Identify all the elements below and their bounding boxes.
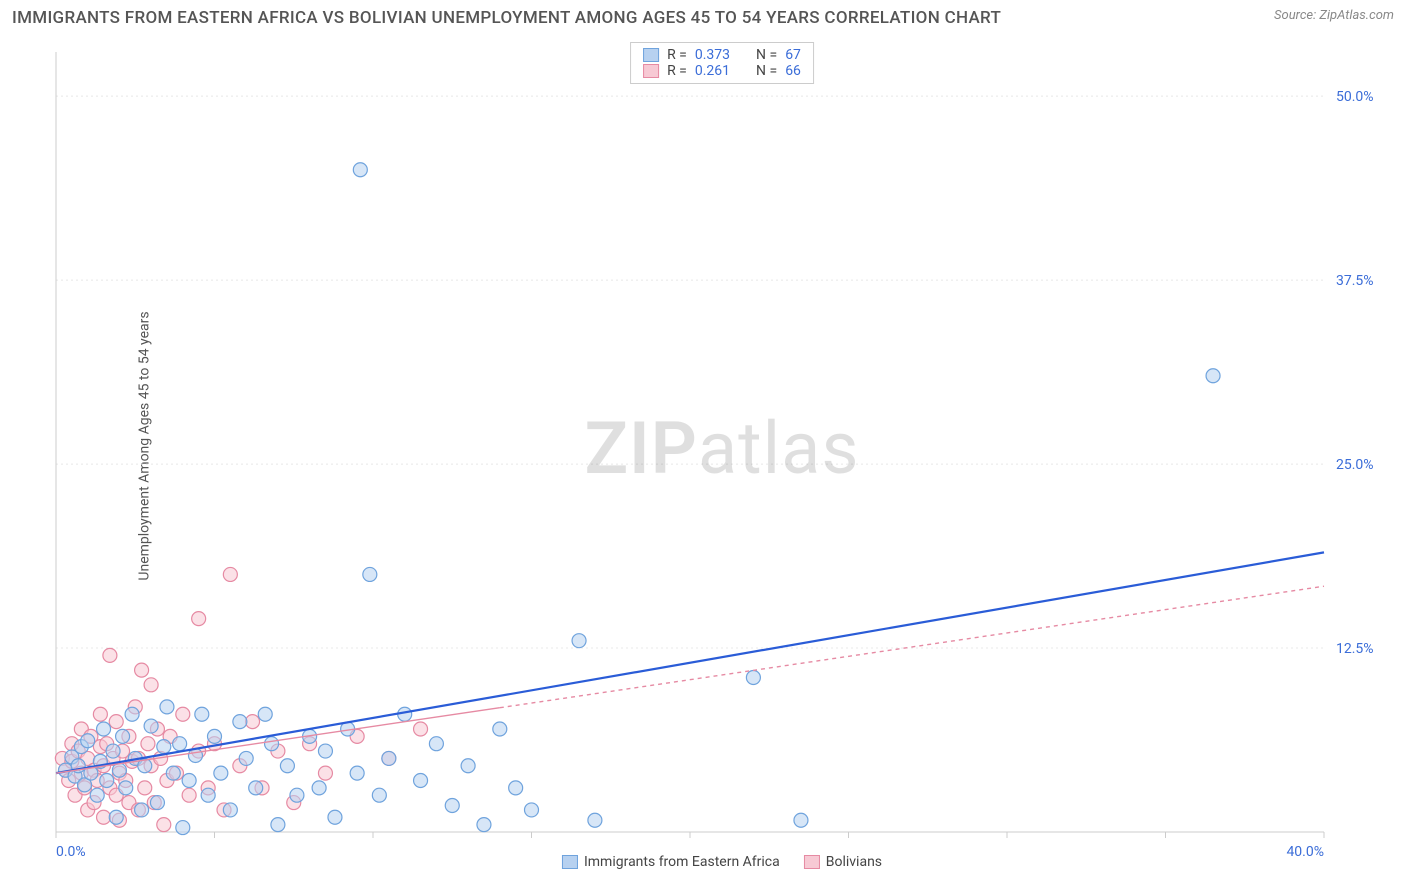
series-legend: Immigrants from Eastern Africa Bolivians	[562, 854, 882, 870]
legend-swatch-bottom-1	[804, 855, 820, 869]
svg-text:25.0%: 25.0%	[1336, 457, 1374, 473]
correlation-legend: R = 0.373 N = 67 R = 0.261 N = 66	[630, 42, 814, 84]
chart-area: 12.5%25.0%37.5%50.0%0.0%40.0% ZIPatlas R…	[50, 42, 1394, 872]
svg-text:40.0%: 40.0%	[1286, 844, 1324, 860]
legend-row-series-0: R = 0.373 N = 67	[643, 47, 801, 63]
header: IMMIGRANTS FROM EASTERN AFRICA VS BOLIVI…	[12, 8, 1394, 28]
chart-title: IMMIGRANTS FROM EASTERN AFRICA VS BOLIVI…	[12, 8, 1001, 28]
legend-row-series-1: R = 0.261 N = 66	[643, 63, 801, 79]
legend-swatch-1	[643, 64, 659, 78]
legend-item-0: Immigrants from Eastern Africa	[562, 854, 780, 870]
svg-text:0.0%: 0.0%	[56, 844, 86, 860]
svg-text:12.5%: 12.5%	[1336, 641, 1374, 657]
legend-swatch-bottom-0	[562, 855, 578, 869]
scatter-chart-svg: 12.5% 25.0% 37.5% 50.0% 0.0% 40.0%	[50, 42, 1394, 872]
legend-swatch-0	[643, 48, 659, 62]
svg-text:37.5%: 37.5%	[1336, 273, 1374, 289]
source-label: Source: ZipAtlas.com	[1274, 8, 1394, 23]
svg-text:50.0%: 50.0%	[1336, 89, 1374, 105]
legend-item-1: Bolivians	[804, 854, 882, 870]
